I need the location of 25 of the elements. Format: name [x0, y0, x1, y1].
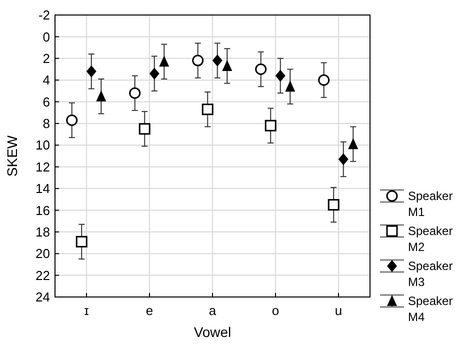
y-tick-label: 18: [36, 224, 50, 240]
x-tick-label: o: [272, 303, 280, 318]
y-tick-label: 6: [42, 94, 50, 110]
y-tick-label: 20: [36, 246, 50, 262]
legend-label: Speaker M1: [408, 189, 453, 219]
y-tick-label: 24: [36, 290, 50, 305]
y-tick-label: 8: [42, 116, 50, 132]
y-axis-title: SKEW: [4, 134, 20, 177]
x-tick-label: ɪ: [84, 303, 90, 318]
y-tick-label: 14: [36, 181, 50, 196]
y-tick-label: -2: [38, 8, 50, 23]
x-tick-label: e: [146, 303, 154, 318]
y-tick-label: 16: [36, 202, 50, 218]
y-tick-label: 4: [42, 72, 50, 88]
y-tick-label: 12: [36, 159, 50, 174]
y-tick-label: 0: [42, 29, 50, 44]
legend-label: Speaker M3: [408, 259, 453, 289]
y-tick-label: 22: [36, 268, 50, 283]
x-tick-label: u: [334, 303, 342, 318]
legend-label: Speaker M2: [408, 224, 453, 254]
y-tick-label: 10: [36, 138, 50, 153]
x-tick-label: a: [208, 303, 217, 318]
y-tick-label: 2: [42, 50, 50, 66]
legend-label: Speaker M4: [408, 294, 453, 324]
x-axis-title: Vowel: [194, 324, 232, 340]
